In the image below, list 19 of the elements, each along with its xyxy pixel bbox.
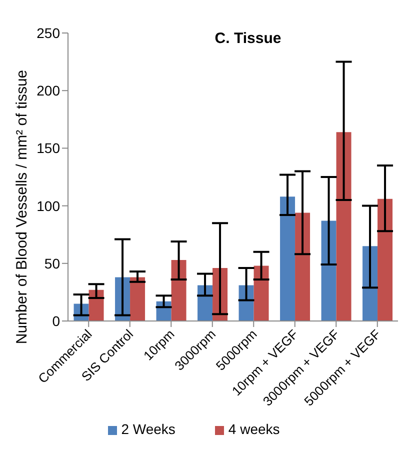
y-tick-label: 200 xyxy=(36,82,60,99)
y-axis-title: Number of Blood Vessells / mm² of tissue xyxy=(13,70,30,344)
y-tick-label: 250 xyxy=(36,24,60,41)
y-tick-label: 100 xyxy=(36,198,60,214)
y-tick-label: 0 xyxy=(52,312,60,329)
bar xyxy=(280,196,296,321)
bar xyxy=(362,246,378,321)
legend-label: 2 Weeks xyxy=(121,421,176,437)
bar xyxy=(254,266,269,321)
bar xyxy=(171,260,186,321)
bar xyxy=(295,212,310,321)
y-tick-label: 50 xyxy=(44,255,60,272)
chart-title: C. Tissue xyxy=(214,30,282,47)
bar xyxy=(130,277,146,321)
bar xyxy=(336,132,352,321)
bar xyxy=(378,198,393,321)
bar xyxy=(321,220,336,321)
y-tick-label: 150 xyxy=(36,140,60,156)
legend-label: 4 weeks xyxy=(228,421,280,437)
